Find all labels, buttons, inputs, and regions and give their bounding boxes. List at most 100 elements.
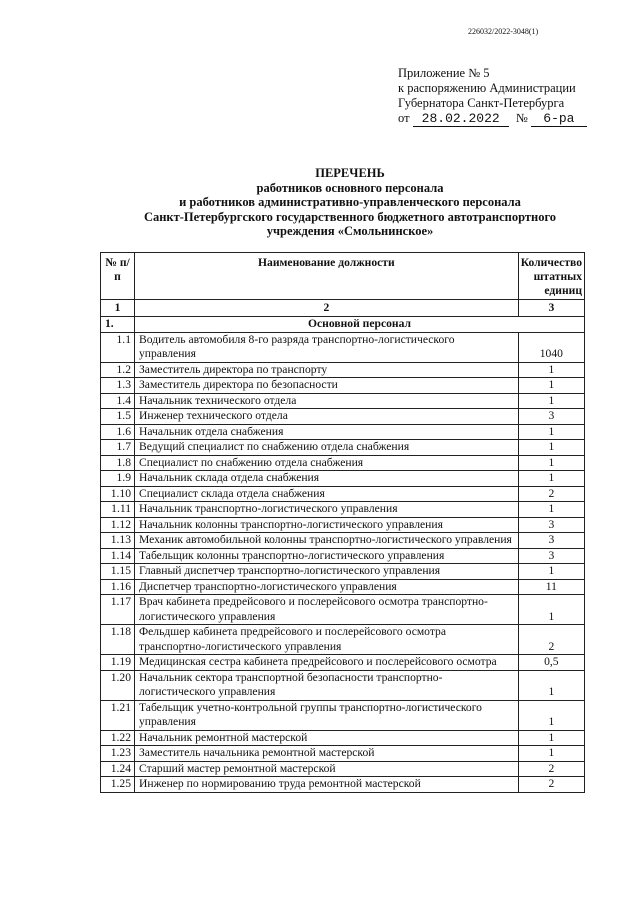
appendix-header: Приложение № 5 к распоряжению Администра… xyxy=(398,66,587,127)
quantity: 11 xyxy=(517,578,586,595)
row-number: 1.6 xyxy=(100,423,135,440)
appendix-line: Приложение № 5 xyxy=(398,66,490,80)
order-number: 6-ра xyxy=(530,111,587,127)
col-number-2: 2 xyxy=(134,299,519,317)
order-date: 28.02.2022 xyxy=(412,111,509,127)
position-name: Начальник транспортно-логистического упр… xyxy=(134,501,519,518)
table-row: 1.21 Табельщик учетно-контрольной группы … xyxy=(100,699,586,731)
quantity: 1 xyxy=(517,439,586,456)
row-number: 1.15 xyxy=(100,563,135,580)
number-prefix: № xyxy=(515,111,528,125)
row-number: 1.8 xyxy=(100,454,135,471)
title-line: ПЕРЕЧЕНЬ xyxy=(315,166,385,180)
table-row: 1.16 Диспетчер транспортно-логистического… xyxy=(100,578,586,595)
row-number: 1.1 xyxy=(100,331,135,363)
row-number: 1.20 xyxy=(100,669,135,701)
position-name: Заместитель начальника ремонтной мастерс… xyxy=(134,745,519,762)
title-line: и работников административно-управленчес… xyxy=(179,195,521,209)
document-id: 226032/2022-3048(1) xyxy=(468,27,539,36)
col-number-3: 3 xyxy=(517,299,586,317)
table-row: 1.6 Начальник отдела снабжения 1 xyxy=(100,423,586,440)
table-row: 1.18 Фельдшер кабинета предрейсового и по… xyxy=(100,624,586,655)
table-row: 1.2 Заместитель директора по транспорту 1 xyxy=(100,361,586,378)
table-row: 1.23 Заместитель начальника ремонтной мас… xyxy=(100,745,586,762)
table-row: 1.4 Начальник технического отдела 1 xyxy=(100,392,586,409)
header-number: № п/п xyxy=(100,252,135,300)
position-name: Начальник ремонтной мастерской xyxy=(134,729,519,746)
date-prefix: от xyxy=(398,111,410,125)
row-number: 1.3 xyxy=(100,377,135,394)
quantity: 3 xyxy=(517,547,586,564)
table-row: 1.24 Старший мастер ремонтной мастерской 2 xyxy=(100,760,586,777)
appendix-line: Губернатора Санкт-Петербурга xyxy=(398,96,565,110)
row-number: 1.13 xyxy=(100,532,135,549)
appendix-date-line: от 28.02.2022 № 6-ра xyxy=(398,111,587,127)
document-title: ПЕРЕЧЕНЬ работников основного персонала … xyxy=(100,166,600,239)
header-position: Наименование должности xyxy=(134,252,519,300)
position-name: Заместитель директора по транспорту xyxy=(134,361,519,378)
position-name: Заместитель директора по безопасности xyxy=(134,377,519,394)
position-name: Начальник колонны транспортно-логистичес… xyxy=(134,516,519,533)
quantity: 1 xyxy=(517,594,586,625)
quantity: 1 xyxy=(517,377,586,394)
title-line: учреждения «Смольнинское» xyxy=(266,224,434,238)
quantity: 3 xyxy=(517,516,586,533)
row-number: 1.9 xyxy=(100,470,135,487)
row-number: 1.7 xyxy=(100,439,135,456)
position-name: Медицинская сестра кабинета предрейсовог… xyxy=(134,654,519,671)
position-name: Инженер по нормированию труда ремонтной … xyxy=(134,776,519,793)
quantity: 1 xyxy=(517,563,586,580)
table-row: 1.12 Начальник колонны транспортно-логист… xyxy=(100,516,586,533)
col-number-1: 1 xyxy=(100,299,135,317)
quantity: 1 xyxy=(517,454,586,471)
table-row: 1.22 Начальник ремонтной мастерской 1 xyxy=(100,729,586,746)
position-name: Главный диспетчер транспортно-логистичес… xyxy=(134,563,519,580)
quantity: 1 xyxy=(517,501,586,518)
table-row: 1.13 Механик автомобильной колонны трансп… xyxy=(100,532,586,549)
appendix-line: к распоряжению Администрации xyxy=(398,81,576,95)
positions-table: № п/п Наименование должности Количество … xyxy=(100,252,586,793)
position-name: Врач кабинета предрейсового и послерейсо… xyxy=(134,594,519,625)
row-number: 1.2 xyxy=(100,361,135,378)
quantity: 1 xyxy=(517,745,586,762)
row-number: 1.12 xyxy=(100,516,135,533)
table-row: 1.19 Медицинская сестра кабинета предрейс… xyxy=(100,654,586,671)
position-name: Механик автомобильной колонны транспортн… xyxy=(134,532,519,549)
table-row: 1.7 Ведущий специалист по снабжению отдел… xyxy=(100,439,586,456)
position-name: Старший мастер ремонтной мастерской xyxy=(134,760,519,777)
row-number: 1.19 xyxy=(100,654,135,671)
table-row: 1.25 Инженер по нормированию труда ремонт… xyxy=(100,776,586,793)
row-number: 1.4 xyxy=(100,392,135,409)
position-name: Табельщик колонны транспортно-логистичес… xyxy=(134,547,519,564)
row-number: 1.17 xyxy=(100,594,135,625)
quantity: 1 xyxy=(517,729,586,746)
position-name: Табельщик учетно-контрольной группы тран… xyxy=(134,699,519,731)
title-line: работников основного персонала xyxy=(256,180,444,195)
quantity: 1040 xyxy=(517,331,586,363)
position-name: Диспетчер транспортно-логистического упр… xyxy=(134,578,519,595)
title-line: Санкт-Петербургского государственного бю… xyxy=(143,209,557,224)
position-name: Специалист склада отдела снабжения xyxy=(134,485,519,502)
position-name: Фельдшер кабинета предрейсового и послер… xyxy=(134,624,519,655)
position-name: Начальник сектора транспортной безопасно… xyxy=(134,669,519,701)
row-number: 1.18 xyxy=(100,624,135,655)
quantity: 1 xyxy=(517,423,586,440)
table-row: 1.14 Табельщик колонны транспортно-логист… xyxy=(100,547,586,564)
quantity: 1 xyxy=(517,470,586,487)
table-row: 1.8 Специалист по снабжению отдела снабже… xyxy=(100,454,586,471)
table-row: 1.3 Заместитель директора по безопасности… xyxy=(100,377,586,394)
quantity: 3 xyxy=(517,532,586,549)
table-row: 1.20 Начальник сектора транспортной безоп… xyxy=(100,669,586,701)
table-row: 1.10 Специалист склада отдела снабжения 2 xyxy=(100,485,586,502)
quantity: 2 xyxy=(517,485,586,502)
table-row: 1.17 Врач кабинета предрейсового и послер… xyxy=(100,594,586,625)
row-number: 1.24 xyxy=(100,760,135,777)
position-name: Специалист по снабжению отдела снабжения xyxy=(134,454,519,471)
quantity: 1 xyxy=(517,669,586,701)
header-quantity: Количество штатных единиц xyxy=(517,252,586,300)
row-number: 1.10 xyxy=(100,485,135,502)
table-row: 1.11 Начальник транспортно-логистического… xyxy=(100,501,586,518)
table-row: 1.9 Начальник склада отдела снабжения 1 xyxy=(100,470,586,487)
table-row: 1.15 Главный диспетчер транспортно-логист… xyxy=(100,563,586,580)
row-number: 1.21 xyxy=(100,699,135,731)
